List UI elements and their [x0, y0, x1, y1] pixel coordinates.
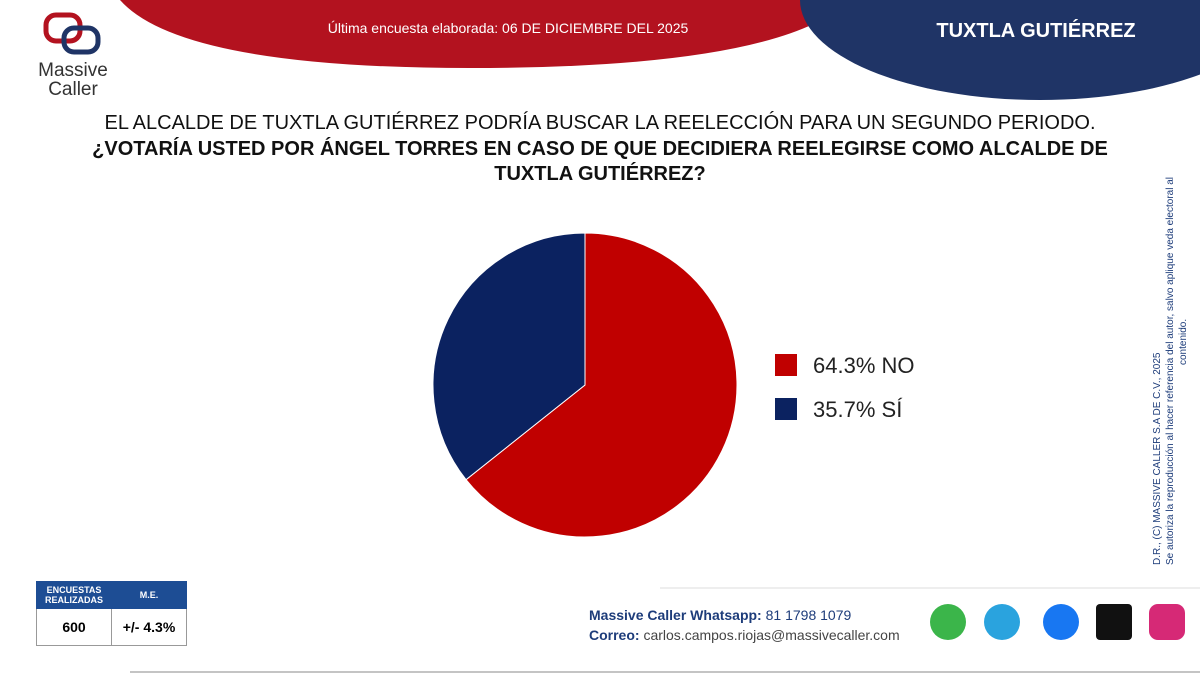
pie-slice [465, 232, 738, 538]
copyright: D.R., (C) MASSIVE CALLER S.A DE C.V., 20… [1152, 177, 1189, 565]
contact-line: Massive Caller Whatsapp: 81 1798 1079 [589, 607, 851, 623]
contact-line: Correo: carlos.campos.riojas@massivecall… [589, 627, 900, 643]
city: TUXTLA GUTIÉRREZ [936, 19, 1135, 42]
social-icons [930, 604, 1185, 640]
legend-label: 64.3% NO [813, 353, 915, 378]
table-header: ENCUESTAS REALIZADAS [36, 581, 112, 609]
copyright-line: contenido. [1178, 319, 1189, 365]
table-header: M.E. [111, 581, 187, 609]
facebook-icon[interactable] [1043, 604, 1079, 640]
legend-category: SÍ [882, 397, 904, 422]
table-cell: 600 [36, 608, 112, 646]
whatsapp-icon[interactable] [930, 604, 966, 640]
contact-label: Massive Caller Whatsapp: [589, 607, 762, 623]
copyright-line: Se autoriza la reproducción al hacer ref… [1165, 177, 1176, 565]
telegram-icon[interactable] [984, 604, 1020, 640]
logo: Massive Caller [38, 12, 108, 100]
contact-value: carlos.campos.riojas@massivecaller.com [643, 627, 900, 643]
table-cell: +/- 4.3% [111, 608, 187, 646]
legend-swatch [775, 398, 797, 420]
sample-table: ENCUESTAS REALIZADAS M.E. 600 +/- 4.3% [36, 581, 187, 646]
legend-value: 64.3% [813, 353, 875, 378]
legend-category: NO [882, 353, 915, 378]
legend-value: 35.7% [813, 397, 875, 422]
chart-subtitle: ¿VOTARÍA USTED POR ÁNGEL TORRES EN CASO … [92, 138, 1108, 185]
logo-text: Caller [48, 79, 98, 100]
header-band [120, 0, 850, 68]
contact-value: 81 1798 1079 [765, 607, 852, 623]
instagram-icon[interactable] [1149, 604, 1185, 640]
x-icon[interactable] [1096, 604, 1132, 640]
chart-title: EL ALCALDE DE TUXTLA GUTIÉRREZ PODRÍA BU… [104, 112, 1096, 134]
header-corner [800, 0, 1200, 100]
survey-date: Última encuesta elaborada: 06 DE DICIEMB… [328, 20, 689, 36]
copyright-line: D.R., (C) MASSIVE CALLER S.A DE C.V., 20… [1152, 352, 1163, 565]
legend-swatch [775, 354, 797, 376]
legend-label: 35.7% SÍ [813, 397, 903, 422]
pie-slice [432, 232, 586, 481]
contact-label: Correo: [589, 627, 640, 643]
logo-text: Massive [38, 60, 108, 81]
